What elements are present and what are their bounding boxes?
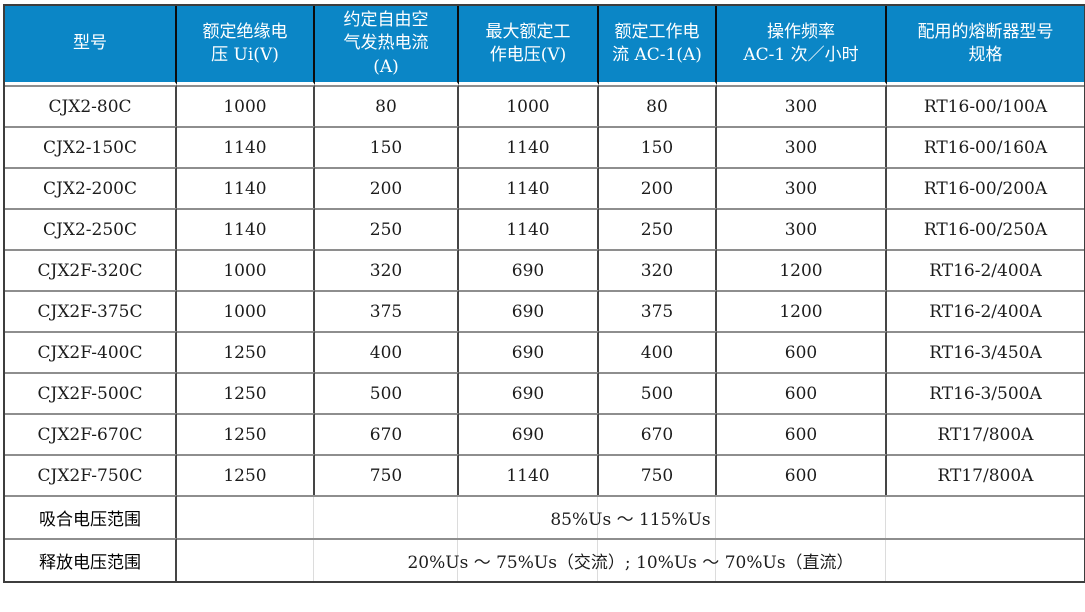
cell-rated-insulation-voltage-ui-v: 1250: [177, 331, 315, 372]
cell-operating-frequency-ac1-per-hour: 300: [717, 167, 887, 208]
cell-rated-working-current-ac1-a: 150: [599, 126, 717, 167]
cell-conventional-free-air-thermal-current-a: 150: [315, 126, 459, 167]
cell-operating-frequency-ac1-per-hour: 600: [717, 413, 887, 454]
cell-matching-fuse-model-spec: RT16-2/400A: [887, 249, 1084, 290]
cell-operating-frequency-ac1-per-hour: 600: [717, 372, 887, 413]
cell-model: CJX2-200C: [5, 167, 177, 208]
cell-rated-working-current-ac1-a: 670: [599, 413, 717, 454]
cell-rated-insulation-voltage-ui-v: 1140: [177, 208, 315, 249]
cell-rated-insulation-voltage-ui-v: 1140: [177, 167, 315, 208]
column-header-max-rated-working-voltage: 最大额定工 作电压(V): [459, 6, 599, 85]
cell-rated-working-current-ac1-a: 750: [599, 454, 717, 495]
cell-conventional-free-air-thermal-current-a: 750: [315, 454, 459, 495]
cell-matching-fuse-model-spec: RT16-3/450A: [887, 331, 1084, 372]
cell-max-rated-working-voltage-v: 1140: [459, 126, 599, 167]
cell-conventional-free-air-thermal-current-a: 670: [315, 413, 459, 454]
cell-rated-working-current-ac1-a: 400: [599, 331, 717, 372]
cell-rated-insulation-voltage-ui-v: 1000: [177, 290, 315, 331]
cell-model: CJX2F-400C: [5, 331, 177, 372]
column-header-free-air-thermal-current: 约定自由空 气发热电流 (A): [315, 6, 459, 85]
cell-model: CJX2-150C: [5, 126, 177, 167]
cell-rated-working-current-ac1-a: 250: [599, 208, 717, 249]
cell-max-rated-working-voltage-v: 690: [459, 413, 599, 454]
footer-label-release-voltage-range: 释放电压范围: [5, 538, 177, 581]
cell-model: CJX2-250C: [5, 208, 177, 249]
cell-conventional-free-air-thermal-current-a: 400: [315, 331, 459, 372]
column-header-rated-insulation-voltage: 额定绝缘电 压 Ui(V): [177, 6, 315, 85]
table-row: CJX2F-375C 1000 375 690 375 1200 RT16-2/400A: [5, 290, 1084, 331]
footer-label-pickup-voltage-range: 吸合电压范围: [5, 495, 177, 538]
cell-conventional-free-air-thermal-current-a: 250: [315, 208, 459, 249]
column-header-operating-frequency: 操作频率 AC-1 次／小时: [717, 6, 887, 85]
cell-matching-fuse-model-spec: RT17/800A: [887, 413, 1084, 454]
table-row: CJX2F-670C 1250 670 690 670 600 RT17/800A: [5, 413, 1084, 454]
cell-matching-fuse-model-spec: RT16-00/200A: [887, 167, 1084, 208]
cell-model: CJX2-80C: [5, 85, 177, 126]
cell-matching-fuse-model-spec: RT16-2/400A: [887, 290, 1084, 331]
table-row: CJX2F-500C 1250 500 690 500 600 RT16-3/500A: [5, 372, 1084, 413]
spec-table-container: 型号 额定绝缘电 压 Ui(V) 约定自由空 气发热电流 (A) 最大额定工 作…: [3, 4, 1085, 583]
cell-max-rated-working-voltage-v: 690: [459, 331, 599, 372]
column-header-fuse-model-spec: 配用的熔断器型号 规格: [887, 6, 1084, 85]
cell-max-rated-working-voltage-v: 1000: [459, 85, 599, 126]
cell-rated-working-current-ac1-a: 500: [599, 372, 717, 413]
footer-value-pickup-voltage-range: 85%Us ～ 115%Us: [177, 495, 1084, 538]
cell-max-rated-working-voltage-v: 1140: [459, 454, 599, 495]
cell-operating-frequency-ac1-per-hour: 1200: [717, 290, 887, 331]
cell-model: CJX2F-375C: [5, 290, 177, 331]
cell-operating-frequency-ac1-per-hour: 300: [717, 208, 887, 249]
cell-operating-frequency-ac1-per-hour: 600: [717, 331, 887, 372]
cell-conventional-free-air-thermal-current-a: 200: [315, 167, 459, 208]
cell-model: CJX2F-750C: [5, 454, 177, 495]
cell-max-rated-working-voltage-v: 690: [459, 249, 599, 290]
cell-rated-insulation-voltage-ui-v: 1250: [177, 454, 315, 495]
cell-matching-fuse-model-spec: RT16-00/250A: [887, 208, 1084, 249]
cell-max-rated-working-voltage-v: 690: [459, 290, 599, 331]
table-row: CJX2-200C 1140 200 1140 200 300 RT16-00/200A: [5, 167, 1084, 208]
cell-rated-insulation-voltage-ui-v: 1250: [177, 372, 315, 413]
cell-model: CJX2F-320C: [5, 249, 177, 290]
table-row: CJX2F-750C 1250 750 1140 750 600 RT17/800A: [5, 454, 1084, 495]
cell-max-rated-working-voltage-v: 690: [459, 372, 599, 413]
table-row: CJX2F-400C 1250 400 690 400 600 RT16-3/450A: [5, 331, 1084, 372]
cell-rated-insulation-voltage-ui-v: 1000: [177, 249, 315, 290]
cell-conventional-free-air-thermal-current-a: 320: [315, 249, 459, 290]
cell-matching-fuse-model-spec: RT16-3/500A: [887, 372, 1084, 413]
footer-row-release-voltage: 释放电压范围 20%Us ～ 75%Us（交流）; 10%Us ～ 70%Us（…: [5, 538, 1084, 581]
cell-rated-working-current-ac1-a: 200: [599, 167, 717, 208]
cell-matching-fuse-model-spec: RT16-00/100A: [887, 85, 1084, 126]
cell-conventional-free-air-thermal-current-a: 80: [315, 85, 459, 126]
table-row: CJX2-80C 1000 80 1000 80 300 RT16-00/100A: [5, 85, 1084, 126]
cell-operating-frequency-ac1-per-hour: 600: [717, 454, 887, 495]
cell-conventional-free-air-thermal-current-a: 500: [315, 372, 459, 413]
column-header-rated-working-current-ac1: 额定工作电 流 AC-1(A): [599, 6, 717, 85]
cell-matching-fuse-model-spec: RT16-00/160A: [887, 126, 1084, 167]
cell-matching-fuse-model-spec: RT17/800A: [887, 454, 1084, 495]
spec-table: 型号 额定绝缘电 压 Ui(V) 约定自由空 气发热电流 (A) 最大额定工 作…: [3, 4, 1085, 583]
cell-operating-frequency-ac1-per-hour: 1200: [717, 249, 887, 290]
cell-model: CJX2F-500C: [5, 372, 177, 413]
cell-max-rated-working-voltage-v: 1140: [459, 208, 599, 249]
column-header-model: 型号: [5, 6, 177, 85]
table-row: CJX2-150C 1140 150 1140 150 300 RT16-00/160A: [5, 126, 1084, 167]
cell-rated-insulation-voltage-ui-v: 1250: [177, 413, 315, 454]
cell-max-rated-working-voltage-v: 1140: [459, 167, 599, 208]
cell-rated-insulation-voltage-ui-v: 1000: [177, 85, 315, 126]
cell-rated-working-current-ac1-a: 80: [599, 85, 717, 126]
footer-row-pickup-voltage: 吸合电压范围 85%Us ～ 115%Us: [5, 495, 1084, 538]
cell-rated-working-current-ac1-a: 320: [599, 249, 717, 290]
header-row: 型号 额定绝缘电 压 Ui(V) 约定自由空 气发热电流 (A) 最大额定工 作…: [5, 6, 1084, 85]
cell-operating-frequency-ac1-per-hour: 300: [717, 126, 887, 167]
cell-operating-frequency-ac1-per-hour: 300: [717, 85, 887, 126]
cell-rated-working-current-ac1-a: 375: [599, 290, 717, 331]
table-row: CJX2F-320C 1000 320 690 320 1200 RT16-2/400A: [5, 249, 1084, 290]
table-body: CJX2-80C 1000 80 1000 80 300 RT16-00/100A CJX2-…: [5, 85, 1084, 495]
table-row: CJX2-250C 1140 250 1140 250 300 RT16-00/250A: [5, 208, 1084, 249]
cell-conventional-free-air-thermal-current-a: 375: [315, 290, 459, 331]
cell-rated-insulation-voltage-ui-v: 1140: [177, 126, 315, 167]
cell-model: CJX2F-670C: [5, 413, 177, 454]
footer-value-release-voltage-range: 20%Us ～ 75%Us（交流）; 10%Us ～ 70%Us（直流）: [177, 538, 1084, 581]
